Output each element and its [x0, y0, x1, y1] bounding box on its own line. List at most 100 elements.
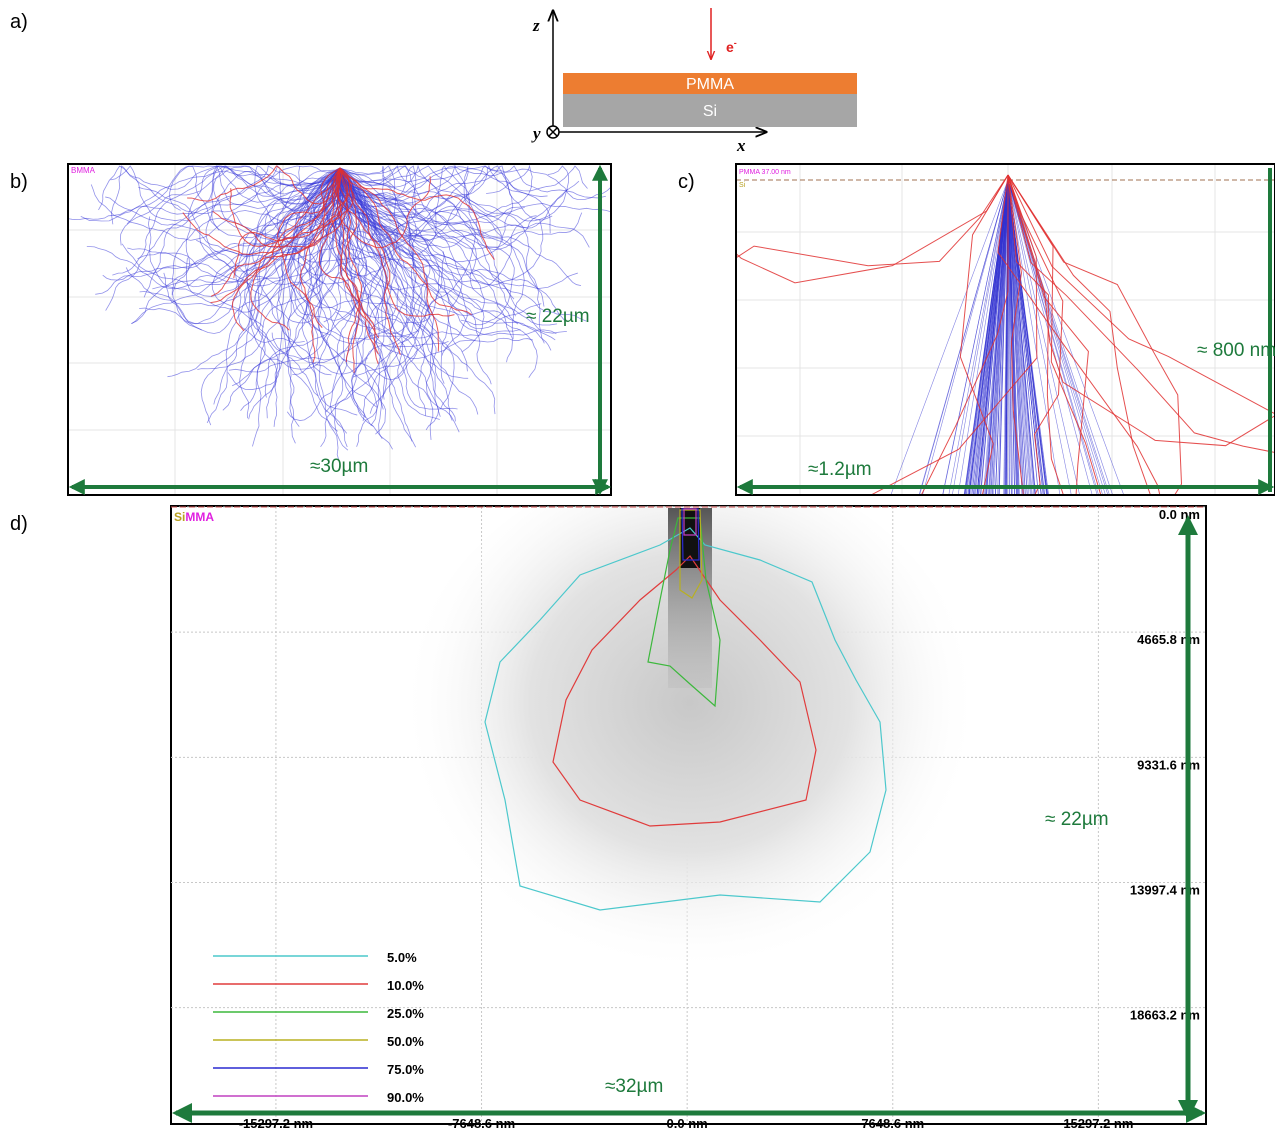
trajectory — [339, 167, 525, 340]
x-tick-label: -15297.2 nm — [239, 1116, 313, 1131]
trajectory — [339, 167, 566, 322]
trajectory — [172, 167, 341, 331]
panel-d: SiMMA -15297.2 nm -7648.6 nm 0.0 nm 7648.6 … — [170, 505, 1207, 1131]
trajectory — [869, 174, 1038, 495]
trajectory — [283, 167, 368, 375]
legend-label: 75.0% — [387, 1062, 424, 1077]
trajectory — [276, 167, 341, 328]
trajectory — [339, 167, 440, 420]
trajectory — [339, 167, 423, 422]
trajectory — [1007, 179, 1106, 495]
layer-label: PMMA — [686, 76, 734, 93]
beam-label: e- — [726, 38, 737, 55]
trajectory — [988, 179, 1009, 495]
trajectory — [1007, 179, 1028, 495]
trajectory — [80, 165, 341, 222]
trajectory — [127, 167, 341, 283]
trajectory — [1007, 174, 1275, 415]
beam-symbol: e — [726, 39, 734, 55]
legend-label: 50.0% — [387, 1034, 424, 1049]
y-tick-label: 9331.6 nm — [1137, 757, 1200, 772]
y-tick-label: 0.0 nm — [1159, 507, 1200, 522]
trajectory — [1007, 179, 1046, 495]
trajectory — [205, 167, 341, 288]
trajectory — [212, 167, 341, 248]
material-legend: BMMA — [71, 166, 96, 175]
trajectory — [299, 167, 342, 363]
trajectory — [232, 167, 341, 332]
trajectory — [1007, 179, 1039, 495]
panel-label: c) — [678, 171, 695, 193]
frame — [735, 163, 1275, 496]
trajectory — [335, 167, 393, 450]
trajectory — [339, 167, 360, 363]
trajectory — [1007, 179, 1012, 495]
trajectory — [339, 167, 472, 316]
trajectory — [339, 167, 458, 410]
trajectory — [339, 167, 582, 286]
height-note: ≈ 22µm — [1045, 809, 1109, 830]
trajectory — [1007, 179, 1031, 495]
pmma-layer — [563, 73, 857, 94]
x-tick-label: 0.0 nm — [667, 1116, 708, 1131]
height-note: ≈ 800 nm — [1197, 340, 1275, 361]
panel-label: b) — [10, 171, 28, 193]
layer-label: Si — [703, 103, 717, 120]
width-note: ≈32µm — [605, 1076, 663, 1097]
trajectory — [1007, 174, 1089, 495]
height-note: ≈ 22µm — [526, 306, 590, 327]
trajectory — [232, 165, 398, 263]
trajectory — [250, 167, 341, 331]
trajectory — [339, 167, 513, 363]
trajectory — [338, 167, 542, 329]
trajectory — [197, 167, 349, 370]
legend: 5.0% 10.0% 25.0% 50.0% 75.0% 90.0% — [213, 950, 424, 1105]
trajectory — [286, 167, 342, 432]
trajectory — [137, 167, 344, 287]
panel-label: d) — [10, 513, 28, 535]
trajectory — [1007, 179, 1048, 495]
trajectory — [187, 165, 341, 205]
trajectory — [918, 179, 1009, 495]
material-legend: SiMMA — [174, 510, 214, 524]
contour — [647, 517, 721, 708]
contour — [679, 509, 703, 599]
trajectory — [301, 167, 348, 434]
trajectory — [182, 167, 341, 256]
trajectory — [959, 174, 1009, 495]
axis-label: z — [532, 16, 540, 35]
trajectory — [213, 167, 341, 405]
trajectory — [339, 164, 476, 323]
trajectory — [992, 179, 1009, 495]
width-note: ≈30µm — [310, 456, 368, 477]
frame — [67, 163, 612, 496]
contour — [552, 555, 817, 827]
x-tick-label: 7648.6 nm — [861, 1116, 924, 1131]
trajectory — [1007, 174, 1151, 495]
trajectory — [325, 167, 519, 325]
trajectory — [276, 167, 341, 444]
trajectory — [1007, 179, 1080, 495]
trajectory — [1007, 179, 1093, 495]
trajectory — [1007, 174, 1024, 495]
legend-label: 25.0% — [387, 1006, 424, 1021]
trajectory — [252, 167, 341, 447]
contour — [683, 508, 697, 536]
trajectory — [942, 179, 1009, 495]
material-name: Si — [174, 510, 185, 524]
material-name: MMA — [185, 510, 214, 524]
contours — [484, 508, 887, 911]
trajectory — [339, 167, 455, 317]
trajectory — [1007, 179, 1026, 495]
trajectory — [339, 167, 537, 290]
trajectory — [339, 164, 533, 226]
material-legend: Si — [739, 182, 746, 189]
trajectory — [979, 179, 1009, 495]
trajectory — [1007, 174, 1275, 453]
trajectory — [973, 179, 1009, 495]
trajectory — [957, 179, 1009, 495]
panel-b: BMMA ≈ 22µm ≈30µm — [67, 163, 612, 496]
trajectory — [1007, 179, 1061, 495]
